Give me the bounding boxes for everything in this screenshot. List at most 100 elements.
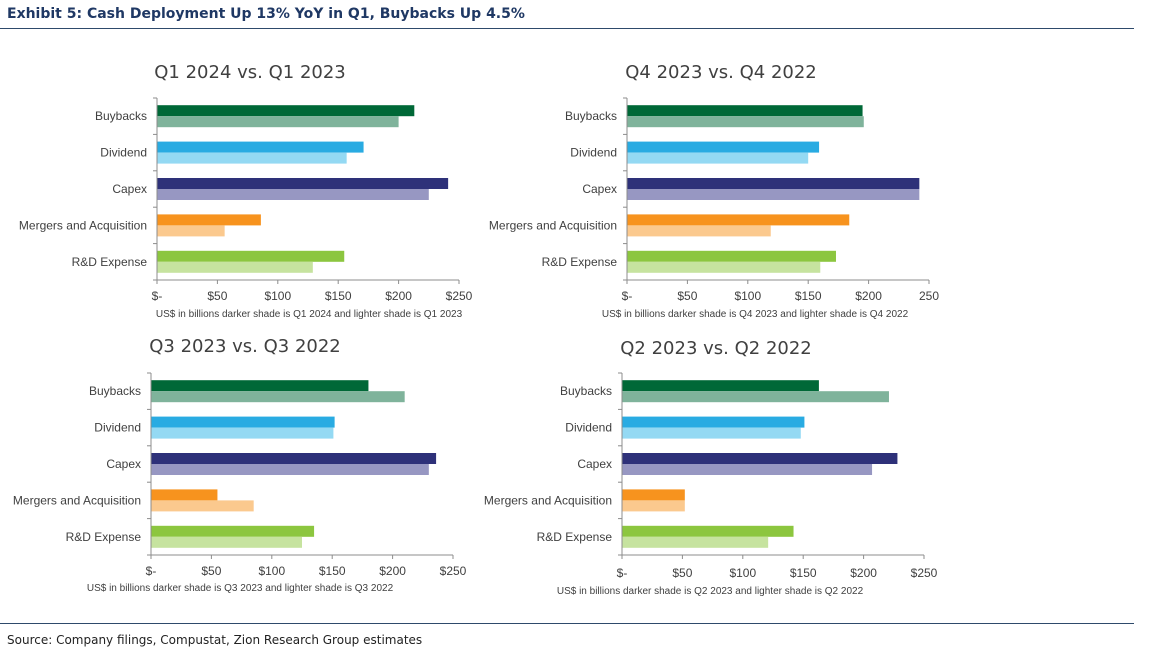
bar-dividend-prior bbox=[622, 427, 801, 439]
bar-capex-current bbox=[151, 453, 437, 464]
bar-capex-prior bbox=[627, 189, 920, 200]
category-label-capex: Capex bbox=[112, 182, 147, 196]
x-tick-label: $200 bbox=[850, 566, 877, 580]
x-tick-label: $200 bbox=[385, 289, 412, 303]
category-label-randd-expense: R&D Expense bbox=[72, 255, 148, 269]
chart-note: US$ in billions darker shade is Q4 2023 … bbox=[602, 309, 909, 320]
x-tick-label: $100 bbox=[734, 289, 761, 303]
bar-randd-expense-prior bbox=[151, 536, 302, 548]
category-label-capex: Capex bbox=[582, 182, 617, 196]
chart-panel-1: Q1 2024 vs. Q1 2023 Buybacks Dividend Capex… bbox=[19, 62, 473, 320]
footer-rule bbox=[0, 623, 1134, 624]
category-label-dividend: Dividend bbox=[565, 421, 612, 435]
category-label-mergers-and-acquisition: Mergers and Acquisition bbox=[484, 493, 612, 507]
category-label-capex: Capex bbox=[106, 457, 141, 471]
bar-randd-expense-current bbox=[157, 250, 345, 262]
category-label-randd-expense: R&D Expense bbox=[542, 255, 618, 269]
bar-dividend-current bbox=[627, 141, 820, 153]
x-tick-label: $100 bbox=[258, 564, 285, 578]
chart-panel-4: Q2 2023 vs. Q2 2022 Buybacks Dividend Capex… bbox=[484, 338, 938, 597]
bar-mergers-and-acquisition-prior bbox=[622, 500, 685, 512]
bar-dividend-current bbox=[622, 416, 805, 428]
x-tick-label: $250 bbox=[440, 564, 467, 578]
x-tick-label: $- bbox=[617, 566, 628, 580]
x-tick-label: $150 bbox=[319, 564, 346, 578]
bar-buybacks-prior bbox=[151, 391, 405, 403]
x-tick-label: $200 bbox=[855, 289, 882, 303]
category-label-dividend: Dividend bbox=[94, 421, 141, 435]
category-label-mergers-and-acquisition: Mergers and Acquisition bbox=[489, 218, 617, 232]
category-label-buybacks: Buybacks bbox=[560, 384, 612, 398]
bar-mergers-and-acquisition-current bbox=[627, 214, 850, 226]
bar-mergers-and-acquisition-prior bbox=[157, 225, 225, 237]
category-label-buybacks: Buybacks bbox=[95, 109, 147, 123]
bar-buybacks-prior bbox=[622, 391, 889, 403]
bar-buybacks-current bbox=[151, 380, 369, 392]
bar-capex-prior bbox=[151, 464, 429, 475]
category-label-randd-expense: R&D Expense bbox=[537, 530, 613, 544]
bar-dividend-prior bbox=[151, 427, 334, 439]
x-tick-label: $50 bbox=[201, 564, 221, 578]
x-tick-label: $150 bbox=[795, 289, 822, 303]
category-label-dividend: Dividend bbox=[570, 146, 617, 160]
x-tick-label: $50 bbox=[207, 289, 227, 303]
bar-randd-expense-prior bbox=[157, 261, 313, 273]
bar-buybacks-current bbox=[627, 105, 863, 117]
category-label-buybacks: Buybacks bbox=[89, 384, 141, 398]
x-tick-label: $150 bbox=[790, 566, 817, 580]
bar-dividend-prior bbox=[627, 152, 809, 164]
bar-capex-current bbox=[627, 178, 920, 189]
bar-mergers-and-acquisition-current bbox=[622, 489, 685, 501]
category-label-randd-expense: R&D Expense bbox=[66, 530, 142, 544]
bar-dividend-prior bbox=[157, 152, 347, 164]
chart-panel-2: Q4 2023 vs. Q4 2022 Buybacks Dividend Capex… bbox=[489, 62, 939, 320]
bar-randd-expense-prior bbox=[627, 261, 821, 273]
bar-mergers-and-acquisition-prior bbox=[627, 225, 771, 237]
x-tick-label: 250 bbox=[919, 289, 939, 303]
bar-mergers-and-acquisition-prior bbox=[151, 500, 254, 512]
source-note: Source: Company filings, Compustat, Zion… bbox=[7, 633, 423, 647]
chart-panel-3: Q3 2023 vs. Q3 2022 Buybacks Dividend Capex… bbox=[13, 336, 467, 594]
x-tick-label: $250 bbox=[911, 566, 938, 580]
x-tick-label: $150 bbox=[325, 289, 352, 303]
bar-randd-expense-current bbox=[151, 525, 315, 537]
bar-randd-expense-prior bbox=[622, 536, 769, 548]
bar-buybacks-current bbox=[622, 380, 819, 392]
header-rule bbox=[0, 28, 1134, 29]
category-label-mergers-and-acquisition: Mergers and Acquisition bbox=[13, 493, 141, 507]
chart-note: US$ in billions darker shade is Q1 2024 … bbox=[156, 309, 463, 320]
bar-buybacks-prior bbox=[627, 116, 864, 128]
chart-note: US$ in billions darker shade is Q3 2023 … bbox=[87, 583, 394, 594]
bar-capex-current bbox=[157, 178, 449, 189]
bar-capex-current bbox=[622, 453, 898, 464]
bar-buybacks-current bbox=[157, 105, 415, 117]
chart-title: Q3 2023 vs. Q3 2022 bbox=[149, 336, 341, 357]
chart-note: US$ in billions darker shade is Q2 2023 … bbox=[557, 586, 864, 597]
bar-dividend-current bbox=[151, 416, 335, 428]
bar-randd-expense-current bbox=[627, 250, 836, 262]
chart-title: Q1 2024 vs. Q1 2023 bbox=[154, 62, 346, 83]
bar-mergers-and-acquisition-current bbox=[151, 489, 218, 501]
bar-capex-prior bbox=[157, 189, 429, 200]
x-tick-label: $- bbox=[622, 289, 633, 303]
chart-title: Q4 2023 vs. Q4 2022 bbox=[625, 62, 817, 83]
bar-capex-prior bbox=[622, 464, 873, 475]
x-tick-label: $200 bbox=[379, 564, 406, 578]
bar-buybacks-prior bbox=[157, 116, 399, 128]
x-tick-label: $100 bbox=[729, 566, 756, 580]
x-tick-label: $- bbox=[146, 564, 157, 578]
bar-randd-expense-current bbox=[622, 525, 794, 537]
exhibit-title: Exhibit 5: Cash Deployment Up 13% YoY in… bbox=[7, 6, 525, 22]
bar-dividend-current bbox=[157, 141, 364, 153]
category-label-dividend: Dividend bbox=[100, 146, 147, 160]
category-label-buybacks: Buybacks bbox=[565, 109, 617, 123]
chart-title: Q2 2023 vs. Q2 2022 bbox=[620, 338, 812, 359]
x-tick-label: $100 bbox=[264, 289, 291, 303]
category-label-mergers-and-acquisition: Mergers and Acquisition bbox=[19, 218, 147, 232]
x-tick-label: $50 bbox=[672, 566, 692, 580]
x-tick-label: $- bbox=[152, 289, 163, 303]
x-tick-label: $250 bbox=[446, 289, 473, 303]
bar-mergers-and-acquisition-current bbox=[157, 214, 261, 226]
category-label-capex: Capex bbox=[577, 457, 612, 471]
